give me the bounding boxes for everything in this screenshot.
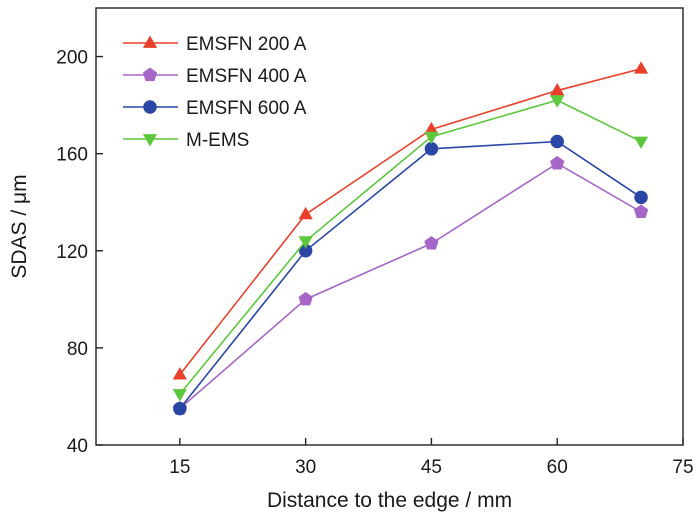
legend-label: EMSFN 200 A [186,34,307,55]
x-axis-title: Distance to the edge / mm [267,489,512,512]
x-tick-label: 15 [169,457,190,478]
series-group [172,61,649,380]
legend-entry: EMSFN 400 A [123,66,307,87]
legend-label: M-EMS [186,130,249,151]
legend-label: EMSFN 600 A [186,98,307,119]
data-point [633,61,649,74]
data-point [298,236,313,249]
series-layer [172,61,649,416]
data-point [298,244,313,258]
data-point [634,190,648,205]
data-point [550,83,565,96]
data-point [633,204,649,219]
legend-marker [142,67,158,82]
x-tick-label: 60 [547,457,568,478]
data-point [173,401,187,416]
legend-marker [142,35,158,48]
legend-marker [142,134,158,147]
legend: EMSFN 200 A EMSFN 400 A EMSFN 600 A M-EMS [123,34,307,151]
legend-entry: EMSFN 600 A [123,98,307,119]
y-tick-label: 120 [56,242,88,263]
series-group [173,134,648,416]
series-group [172,155,649,415]
data-point [172,389,187,402]
legend-marker [143,100,157,114]
y-tick-label: 160 [56,145,88,166]
data-point [550,155,565,170]
data-point [424,131,439,145]
data-point [172,367,187,380]
data-point [424,121,439,135]
data-point [550,134,564,149]
plot-frame [95,7,684,446]
x-tick-label: 75 [672,457,693,478]
data-point [298,291,313,306]
legend-entry: EMSFN 200 A [123,34,307,55]
y-tick-label: 40 [67,436,88,457]
x-tick-label: 45 [421,457,442,478]
data-point [424,142,439,156]
legend-label: EMSFN 400 A [186,66,307,87]
legend-entry: M-EMS [123,130,249,151]
data-point [298,206,313,220]
y-tick-label: 200 [56,48,88,69]
y-axis-title: SDAS / μm [8,174,31,278]
axis-ticks: 15 30 45 60 75 40 80 120 160 200 [56,48,693,478]
data-point [633,136,649,150]
x-tick-label: 30 [295,457,316,478]
y-tick-label: 80 [67,339,88,360]
series-group [172,95,649,402]
data-point [550,95,565,108]
series-line [179,140,642,410]
data-point [424,235,439,250]
